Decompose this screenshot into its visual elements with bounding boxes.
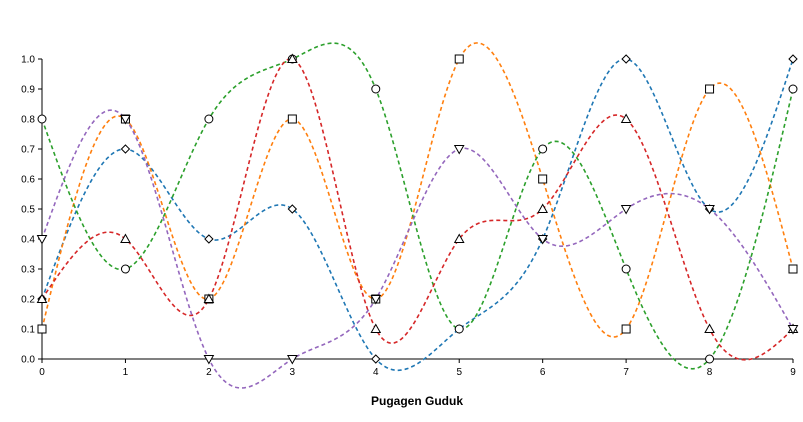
data-point-circle bbox=[788, 84, 798, 94]
data-point-triangle-up bbox=[704, 323, 715, 333]
y-tick-label: 0.6 bbox=[21, 175, 35, 186]
data-point-triangle-down bbox=[537, 235, 549, 245]
data-point-diamond bbox=[204, 234, 214, 244]
data-point-triangle-up bbox=[620, 113, 632, 123]
data-point-triangle-down bbox=[787, 325, 799, 335]
data-point-triangle-down bbox=[453, 145, 465, 155]
data-point-triangle-down bbox=[36, 235, 48, 245]
x-tick-label: 7 bbox=[623, 367, 629, 378]
y-tick-label: 0.9 bbox=[21, 85, 35, 96]
data-point-triangle-down bbox=[370, 295, 382, 305]
data-point-circle bbox=[120, 264, 130, 274]
data-point-triangle-down bbox=[120, 115, 131, 125]
x-tick-label: 3 bbox=[290, 367, 296, 378]
data-point-circle bbox=[371, 84, 381, 94]
y-tick-label: 0.0 bbox=[21, 355, 35, 366]
y-tick-label: 1.0 bbox=[21, 55, 35, 66]
y-ticks: 0.0 0.1 0.2 0.3 0.4 0.5 0.6 0.7 0.8 0.9 1.0 bbox=[21, 55, 42, 366]
x-tick-label: 1 bbox=[123, 367, 129, 378]
x-tick-label: 0 bbox=[39, 367, 45, 378]
x-tick-label: 9 bbox=[790, 367, 796, 378]
data-point-triangle-up bbox=[537, 203, 549, 213]
data-point-triangle-down bbox=[620, 205, 632, 215]
data-point-diamond bbox=[120, 144, 131, 154]
series-line-3 bbox=[41, 42, 794, 370]
data-point-square bbox=[788, 264, 798, 274]
y-tick-label: 0.3 bbox=[21, 265, 35, 276]
series-markers bbox=[36, 53, 799, 365]
x-tick-label: 2 bbox=[206, 367, 212, 378]
data-point-diamond bbox=[788, 54, 798, 64]
data-point-triangle-up bbox=[120, 233, 131, 243]
data-point-triangle-up bbox=[286, 53, 298, 63]
data-point-square bbox=[37, 324, 47, 334]
data-point-circle bbox=[37, 114, 47, 124]
y-tick-label: 0.2 bbox=[21, 295, 35, 306]
x-ticks: 0 1 2 3 4 5 6 7 8 9 bbox=[39, 359, 796, 378]
x-tick-label: 4 bbox=[373, 367, 379, 378]
data-point-diamond bbox=[287, 204, 298, 214]
data-point-diamond bbox=[371, 354, 381, 364]
data-point-circle bbox=[538, 144, 548, 154]
data-point-triangle-up bbox=[370, 323, 382, 333]
series-line-2 bbox=[41, 42, 794, 338]
data-point-triangle-up bbox=[36, 293, 48, 303]
series-line-5 bbox=[41, 109, 794, 389]
series-line-1 bbox=[41, 58, 794, 372]
y-tick-label: 0.7 bbox=[21, 145, 35, 156]
data-point-triangle-down bbox=[286, 355, 298, 365]
x-tick-label: 6 bbox=[540, 367, 546, 378]
data-point-triangle-up bbox=[203, 293, 215, 303]
data-point-square bbox=[454, 54, 464, 64]
y-tick-label: 0.1 bbox=[21, 325, 35, 336]
y-tick-label: 0.4 bbox=[21, 235, 35, 246]
data-point-triangle-down bbox=[203, 355, 215, 365]
data-point-diamond bbox=[621, 54, 631, 64]
x-tick-label: 5 bbox=[456, 367, 462, 378]
y-tick-label: 0.8 bbox=[21, 115, 35, 126]
x-axis-title: Pugagen Guduk bbox=[371, 394, 463, 408]
series-line-4 bbox=[41, 57, 794, 361]
data-point-circle bbox=[204, 114, 214, 124]
data-point-square bbox=[705, 84, 715, 94]
data-point-circle bbox=[621, 264, 631, 274]
y-tick-label: 0.5 bbox=[21, 205, 35, 216]
data-point-triangle-up bbox=[453, 233, 465, 243]
data-point-square bbox=[621, 324, 631, 334]
axes bbox=[41, 59, 793, 360]
x-tick-label: 8 bbox=[707, 367, 713, 378]
data-point-square bbox=[287, 114, 297, 124]
data-point-square bbox=[538, 174, 548, 184]
data-point-circle bbox=[705, 354, 715, 364]
data-point-circle bbox=[454, 324, 464, 334]
data-point-triangle-down bbox=[704, 205, 715, 215]
series-lines bbox=[41, 42, 794, 389]
